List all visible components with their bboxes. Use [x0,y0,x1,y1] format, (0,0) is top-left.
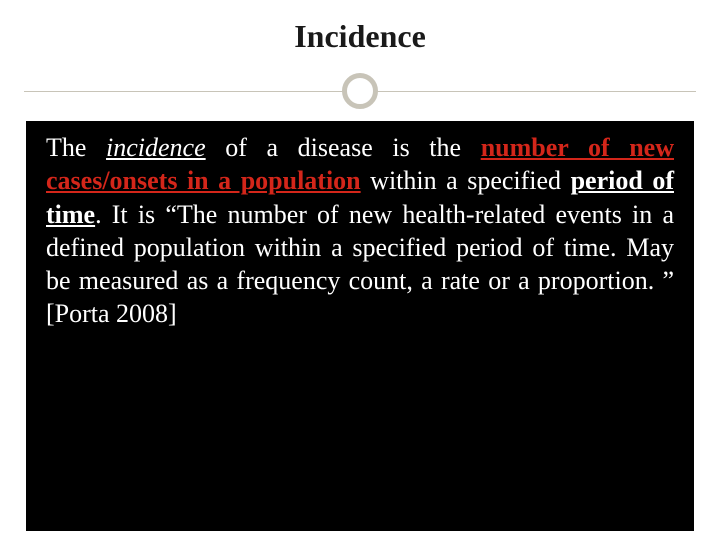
title-area: Incidence [0,0,720,65]
text-run: of a disease is the [206,133,481,162]
divider [0,73,720,109]
text-run: incidence [106,133,206,162]
slide: Incidence The incidence of a disease is … [0,0,720,540]
body-panel: The incidence of a disease is the number… [26,121,694,531]
body-text: The incidence of a disease is the number… [46,131,674,331]
text-run: The [46,133,106,162]
text-run: . It is “The number of new health-relate… [46,200,674,329]
divider-circle-icon [342,73,378,109]
text-run: within a specified [361,166,571,195]
slide-title: Incidence [0,18,720,55]
